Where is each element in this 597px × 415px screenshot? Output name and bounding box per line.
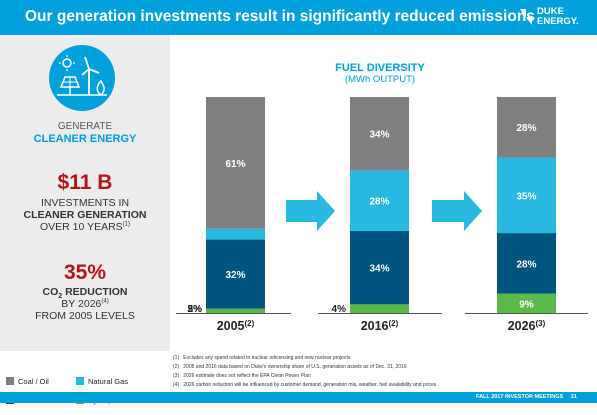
solar-wind-icon bbox=[49, 45, 115, 111]
data-label: 9% bbox=[519, 299, 534, 310]
legend-swatch-coal bbox=[6, 377, 14, 385]
category-label: 2005(2) bbox=[217, 319, 255, 333]
chart-title: FUEL DIVERSITY bbox=[335, 62, 425, 74]
bar-segment-nuclear bbox=[350, 230, 409, 305]
footnote: (2) 2005 and 2016 data based on Duke's o… bbox=[173, 364, 407, 370]
fuel-diversity-chart: 2% 32% 5% 61% 2005(2) 4% 34% 28% 34% 2016(2) 9% 28%… bbox=[176, 97, 588, 333]
chart-subtitle: (MWh OUTPUT) bbox=[344, 74, 416, 85]
bar-segment-gas bbox=[497, 157, 556, 234]
from-levels-label: FROM 2005 LEVELS bbox=[35, 310, 135, 322]
bar-segment-coal bbox=[350, 97, 409, 171]
legend-swatch-gas bbox=[76, 377, 84, 385]
legend-item: Natural Gas bbox=[76, 377, 128, 386]
duke-energy-logo: DUKE ENERGY. bbox=[518, 7, 590, 29]
bar-segment-renewables bbox=[350, 304, 409, 313]
footnote: (1) Excludes any spend related to nuclea… bbox=[173, 355, 351, 361]
legend-item: Coal / Oil bbox=[6, 377, 49, 386]
data-label: 28% bbox=[516, 259, 536, 270]
data-label: 28% bbox=[369, 197, 389, 208]
investment-line2: CLEANER GENERATION bbox=[23, 209, 147, 221]
page-title: Our generation investments result in sig… bbox=[25, 8, 535, 25]
footer-text: FALL 2017 INVESTOR MEETINGS 21 bbox=[476, 394, 577, 400]
bar-segment-coal bbox=[206, 97, 265, 229]
bar-segment-renewables bbox=[497, 293, 556, 313]
footer-bar: FALL 2017 INVESTOR MEETINGS 21 bbox=[0, 392, 597, 403]
left-panel: GENERATE CLEANER ENERGY $11 B INVESTMENT… bbox=[0, 35, 170, 405]
bar-segment-nuclear bbox=[497, 233, 556, 294]
data-label: 34% bbox=[369, 130, 389, 141]
logo-mark-icon bbox=[520, 9, 532, 25]
cleaner-energy-label: CLEANER ENERGY bbox=[33, 133, 137, 145]
bar-segment-coal bbox=[497, 97, 556, 158]
bar-segment-renewables bbox=[206, 308, 265, 313]
data-label: 32% bbox=[225, 270, 245, 281]
data-label: 4% bbox=[332, 304, 347, 315]
category-label: 2026(3) bbox=[508, 319, 546, 333]
bar-segment-gas bbox=[350, 170, 409, 231]
reduction-percent: 35% bbox=[63, 261, 107, 284]
chevron-arrow-icon bbox=[432, 191, 482, 231]
by-year-label: BY 2026(4) bbox=[61, 298, 109, 310]
chevron-arrow-icon bbox=[286, 191, 335, 231]
bar-segment-nuclear bbox=[206, 239, 265, 309]
co2-reduction-label: CO2 REDUCTION bbox=[42, 286, 128, 301]
data-label: 2% bbox=[188, 304, 203, 315]
generate-label: GENERATE bbox=[57, 121, 113, 132]
data-label: 35% bbox=[516, 191, 536, 202]
category-label: 2016(2) bbox=[361, 319, 399, 333]
footnote: (3) 2026 estimate does not reflect the E… bbox=[173, 373, 311, 379]
data-label: 5% bbox=[188, 304, 203, 315]
investment-line1: INVESTMENTS IN bbox=[40, 197, 130, 209]
logo-line1: DUKE bbox=[537, 6, 564, 17]
footnote: (4) 2026 carbon reduction will be influe… bbox=[173, 382, 437, 388]
header-bar: Our generation investments result in sig… bbox=[0, 0, 597, 35]
data-label: 34% bbox=[369, 264, 389, 275]
logo-line2: ENERGY. bbox=[537, 16, 579, 27]
investment-amount: $11 B bbox=[57, 171, 113, 194]
data-label: 61% bbox=[225, 159, 245, 170]
bar-segment-gas bbox=[206, 228, 265, 240]
data-label: 28% bbox=[516, 123, 536, 134]
investment-line3: OVER 10 YEARS(1) bbox=[39, 221, 131, 233]
